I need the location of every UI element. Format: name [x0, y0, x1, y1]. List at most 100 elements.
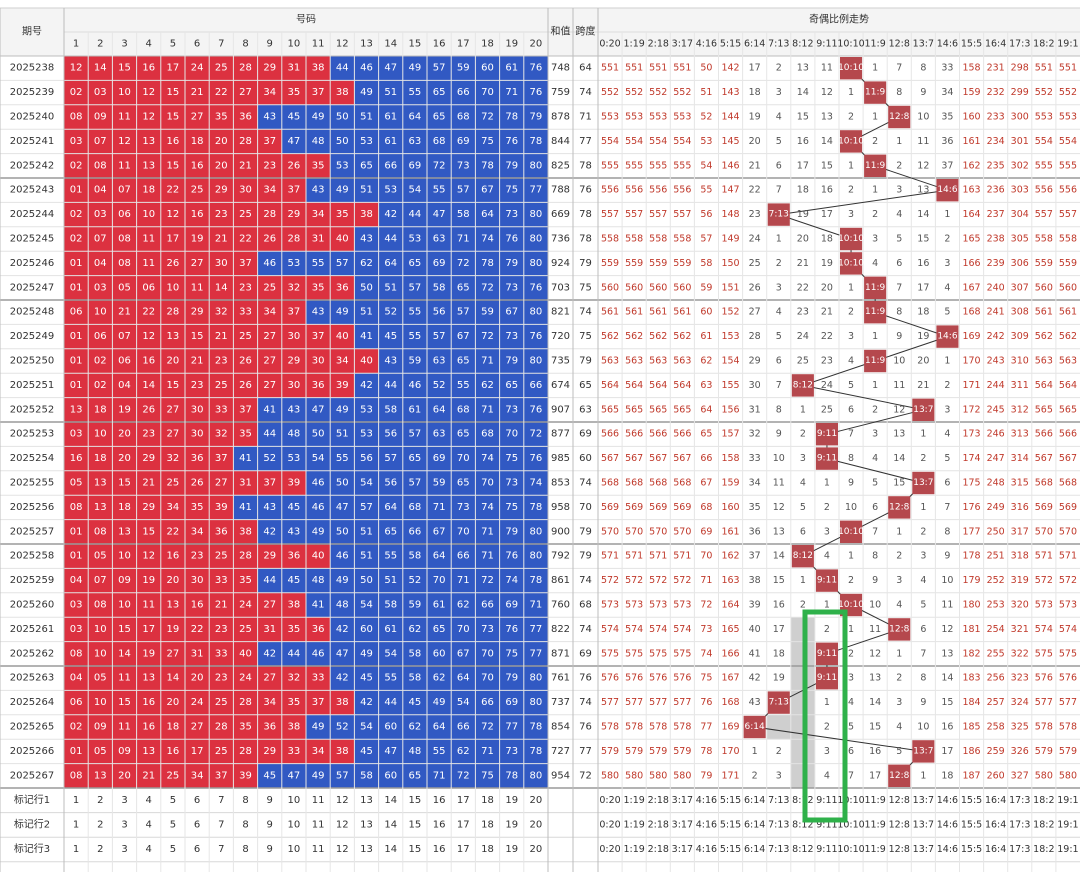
miss-count: 564 [625, 380, 643, 391]
number-cell [88, 739, 113, 764]
number: 75 [505, 185, 518, 196]
number-cell [523, 80, 548, 105]
miss-count: 6 [800, 526, 806, 537]
period: 2025252 [10, 404, 55, 415]
number-cell [475, 714, 500, 740]
number-cell [427, 714, 452, 740]
number: 64 [433, 722, 446, 733]
number: 46 [312, 502, 325, 513]
miss-count: 250 [987, 526, 1005, 537]
number-cell [160, 178, 185, 203]
number: 09 [118, 575, 131, 586]
number-cell [160, 763, 185, 788]
number-cell [402, 56, 427, 81]
miss-count: 7 [848, 429, 854, 440]
number: 16 [167, 136, 180, 147]
number: 38 [312, 63, 325, 74]
number: 53 [360, 136, 373, 147]
miss-count: 310 [1011, 356, 1029, 367]
number: 02 [70, 87, 83, 98]
marker-number: 18 [481, 819, 494, 830]
number-cell [306, 495, 331, 520]
number-cell [185, 495, 210, 520]
number-cell [306, 129, 331, 154]
number-cell [136, 226, 161, 252]
number-cell [402, 129, 427, 154]
miss-count: 1 [872, 185, 878, 196]
number-cell [185, 178, 210, 203]
number-cell [88, 544, 113, 569]
number-cell [88, 641, 113, 666]
number: 37 [288, 307, 301, 318]
number-cell [427, 300, 452, 325]
number-cell [402, 397, 427, 422]
number: 61 [409, 404, 422, 415]
number: 22 [191, 624, 204, 635]
number-cell [185, 373, 210, 398]
miss-count: 578 [1059, 722, 1077, 733]
ratio-column-label: 19:1 [1057, 39, 1078, 50]
marker-ratio: 3:17 [672, 844, 693, 855]
number: 16 [167, 551, 180, 562]
number: 27 [239, 87, 252, 98]
number-cell [257, 470, 282, 496]
number-cell [185, 129, 210, 154]
number: 10 [118, 551, 131, 562]
hit-cell [767, 203, 790, 226]
number-cell [136, 56, 161, 81]
number: 74 [481, 234, 494, 245]
number-cell [523, 739, 548, 764]
number-cell [185, 470, 210, 496]
number-cell [451, 104, 476, 130]
miss-count: 60 [700, 307, 712, 318]
marker-number: 12 [336, 844, 349, 855]
miss-count: 574 [1035, 624, 1053, 635]
number-cell [523, 104, 548, 130]
miss-count: 552 [601, 87, 619, 98]
miss-count: 18 [821, 234, 833, 245]
marker-ratio: 18:2 [1033, 844, 1054, 855]
miss-count: 142 [721, 63, 739, 74]
number-cell [112, 495, 137, 520]
number-cell [499, 739, 524, 764]
number-cell [451, 153, 476, 178]
number: 12 [142, 551, 155, 562]
miss-count: 10 [917, 112, 929, 123]
number-cell [112, 714, 137, 740]
period: 2025255 [10, 478, 55, 489]
number: 32 [215, 429, 228, 440]
number-cell [88, 324, 113, 349]
number: 65 [384, 526, 397, 537]
marker-ratio: 16:4 [985, 795, 1006, 806]
number-cell [354, 202, 379, 227]
number-cell [402, 422, 427, 447]
number: 27 [263, 356, 276, 367]
number-cell [402, 714, 427, 740]
miss-count: 14 [773, 551, 785, 562]
number-cell [499, 397, 524, 422]
number: 47 [384, 746, 397, 757]
number: 21 [215, 600, 228, 611]
number-cell [257, 300, 282, 325]
number-cell [499, 226, 524, 252]
miss-count: 4 [944, 429, 950, 440]
number-cell [475, 690, 500, 715]
number: 75 [505, 648, 518, 659]
number-cell [354, 519, 379, 544]
number-cell [64, 446, 89, 471]
number: 35 [312, 160, 325, 171]
number-cell [88, 275, 113, 300]
number: 46 [336, 551, 349, 562]
number: 49 [336, 185, 349, 196]
miss-count: 568 [625, 478, 643, 489]
miss-count: 558 [601, 234, 619, 245]
miss-count: 569 [625, 502, 643, 513]
marker-number: 9 [267, 795, 273, 806]
number: 47 [288, 770, 301, 781]
sum: 788 [551, 185, 570, 196]
number: 64 [384, 258, 397, 269]
number: 13 [94, 770, 107, 781]
miss-count: 4 [776, 307, 782, 318]
miss-count: 323 [1011, 673, 1029, 684]
